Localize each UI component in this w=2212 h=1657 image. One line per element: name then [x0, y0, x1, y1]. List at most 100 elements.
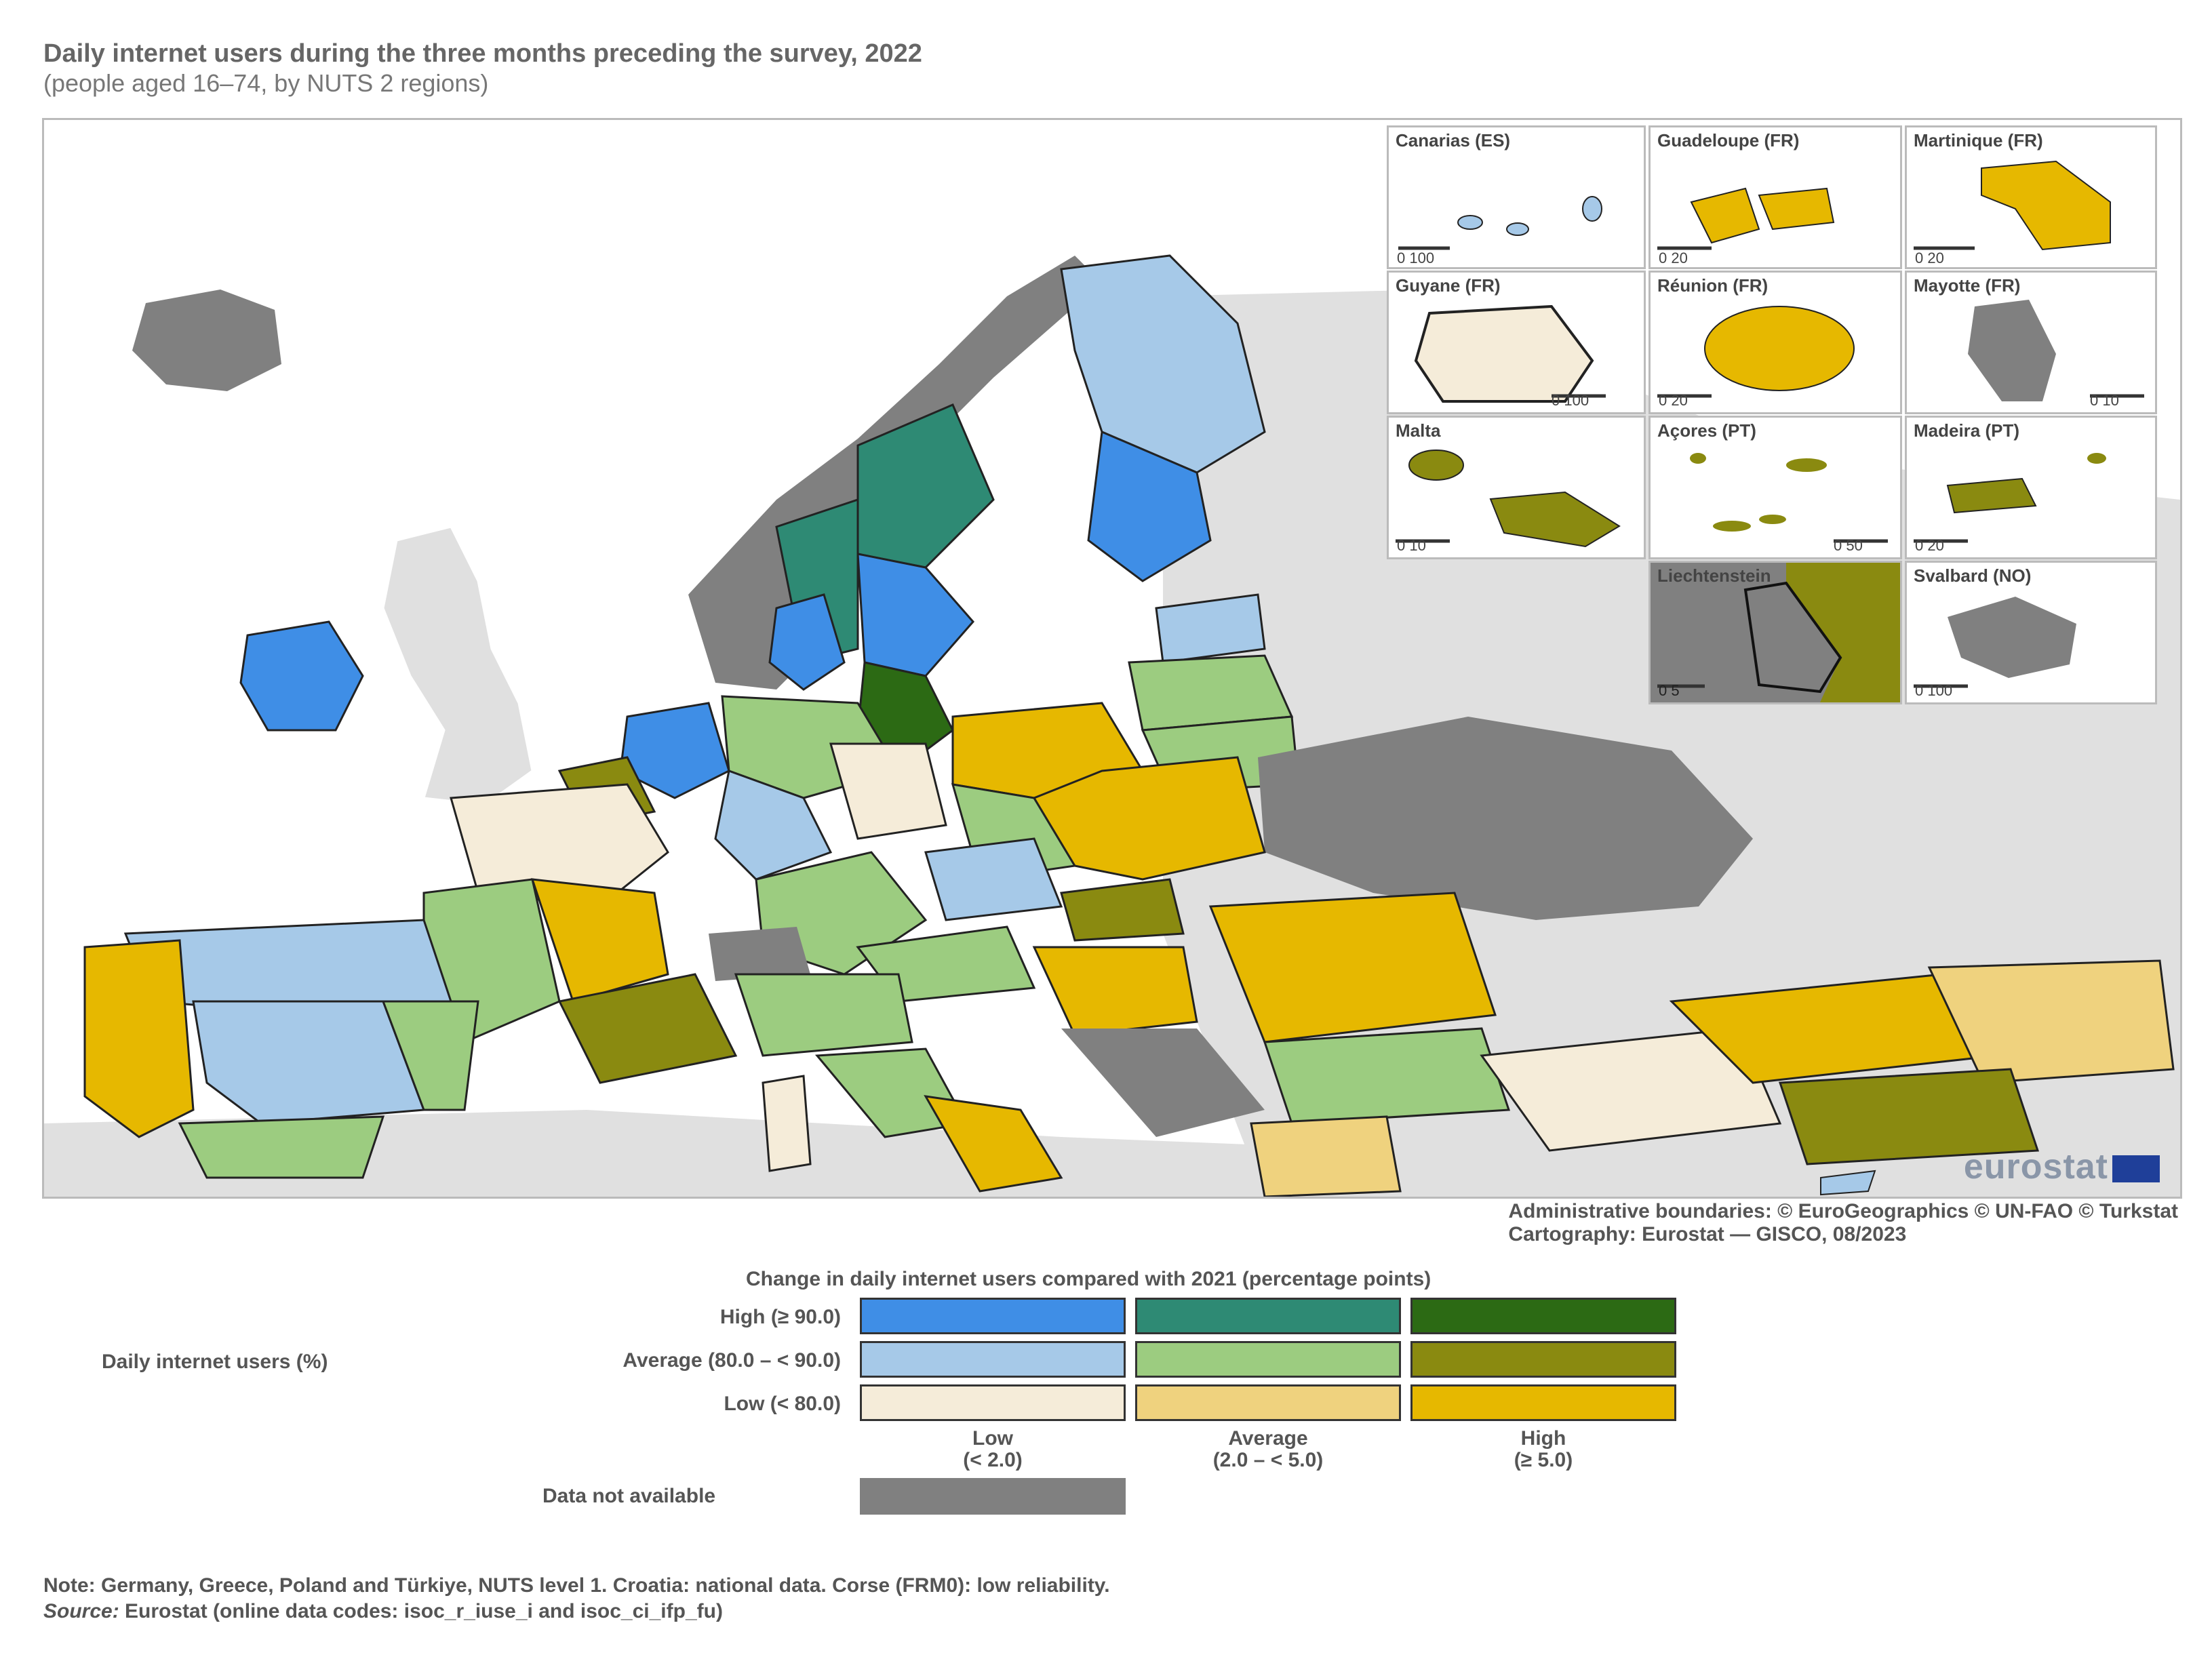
- sweden-central: [856, 553, 974, 677]
- legend-swatch-low-low: [860, 1384, 1126, 1421]
- inset-scale: 0 100: [1552, 392, 1589, 409]
- legend-column-high-range: (≥ 5.0): [1514, 1449, 1573, 1471]
- cyprus-region: [1820, 1170, 1876, 1196]
- inset-label: Guadeloupe (FR): [1657, 130, 1800, 151]
- legend-title: Change in daily internet users compared …: [746, 1268, 1431, 1290]
- iceland-region: [132, 290, 281, 391]
- legend-row-low: Low (< 80.0): [724, 1393, 841, 1415]
- legend-swatch-average-low: [860, 1341, 1126, 1378]
- map-credits: Administrative boundaries: © EuroGeograp…: [1508, 1200, 2178, 1246]
- inset-canarias: Canarias (ES) 0 100: [1387, 125, 1646, 269]
- inset-guadeloupe: Guadeloupe (FR) 0 20: [1648, 125, 1902, 269]
- inset-guyane: Guyane (FR) 0 100: [1387, 271, 1646, 414]
- inset-malta: Malta 0 10: [1387, 416, 1646, 559]
- map-source: Source: Eurostat (online data codes: iso…: [43, 1600, 723, 1623]
- inset-label: Guyane (FR): [1396, 275, 1501, 296]
- ireland-region: [239, 620, 364, 732]
- legend-swatch-low-average: [1135, 1384, 1401, 1421]
- source-text: Eurostat (online data codes: isoc_r_iuse…: [119, 1600, 723, 1622]
- estonia-region: [1155, 593, 1266, 664]
- inset-acores-graphic: [1690, 453, 1888, 543]
- inset-label: Svalbard (NO): [1914, 565, 2032, 586]
- finland-south: [1087, 430, 1212, 582]
- inset-scale: 0 20: [1659, 249, 1688, 266]
- legend-row-average: Average (80.0 – < 90.0): [623, 1349, 841, 1372]
- inset-label: Canarias (ES): [1396, 130, 1511, 151]
- map-note: Note: Germany, Greece, Poland and Türkiy…: [43, 1574, 1110, 1597]
- inset-svalbard: Svalbard (NO) 0 100: [1905, 561, 2157, 704]
- inset-scale: 0 20: [1659, 392, 1688, 409]
- land-background-africa: [44, 1110, 2180, 1197]
- germany-east: [829, 742, 947, 840]
- legend-swatch-low-high: [1410, 1384, 1676, 1421]
- inset-label: Martinique (FR): [1914, 130, 2043, 151]
- legend-column-average-name: Average: [1228, 1427, 1308, 1450]
- turkiye-south: [1778, 1068, 2040, 1165]
- legend-swatch-average-average: [1135, 1341, 1401, 1378]
- inset-guyane-graphic: [1414, 304, 1606, 403]
- italy-south: [924, 1095, 1063, 1193]
- legend-column-high-name: High: [1520, 1427, 1566, 1450]
- map-title: Daily internet users during the three mo…: [43, 39, 922, 68]
- inset-label: Madeira (PT): [1914, 420, 2020, 441]
- inset-svalbard-graphic: [1914, 597, 2076, 688]
- credits-boundaries: Administrative boundaries: © EuroGeograp…: [1508, 1200, 2178, 1222]
- inset-scale: 0 10: [1397, 537, 1426, 554]
- legend-column-low-name: Low: [972, 1427, 1013, 1450]
- romania-region: [1208, 892, 1497, 1043]
- greece-region: [1250, 1115, 1402, 1197]
- inset-scale: 0 5: [1659, 682, 1680, 699]
- spain-south: [178, 1115, 385, 1179]
- legend-swatch-high-average: [1135, 1298, 1401, 1334]
- legend-swatch-average-high: [1410, 1341, 1676, 1378]
- bulgaria-region: [1263, 1027, 1511, 1125]
- inset-guadeloupe-graphic: [1657, 187, 1835, 250]
- inset-label: Açores (PT): [1657, 420, 1756, 441]
- germany-central: [714, 769, 833, 881]
- legend-column-low: Low (< 2.0): [860, 1428, 1126, 1471]
- inset-martinique-graphic: [1914, 160, 2111, 251]
- inset-label: Liechtenstein: [1657, 565, 1771, 586]
- map-subtitle: (people aged 16–74, by NUTS 2 regions): [43, 69, 489, 97]
- legend-column-high: High (≥ 5.0): [1410, 1428, 1676, 1471]
- legend-row-high: High (≥ 90.0): [719, 1306, 841, 1328]
- legend-swatch-high-low: [860, 1298, 1126, 1334]
- spain-central: [192, 1000, 426, 1125]
- eurostat-logo: eurostat: [1964, 1146, 2160, 1187]
- inset-scale: 0 20: [1915, 537, 1944, 554]
- inset-scale: 0 100: [1397, 249, 1435, 266]
- inset-liechtenstein: Liechtenstein 0 5: [1648, 561, 1902, 704]
- inset-scale: 0 50: [1834, 537, 1863, 554]
- ukraine-region: [1258, 717, 1753, 920]
- legend-na-swatch: [860, 1478, 1126, 1515]
- legend-column-average: Average (2.0 – < 5.0): [1135, 1428, 1401, 1471]
- eu-flag-icon: [2112, 1155, 2160, 1183]
- finland-north: [1060, 254, 1266, 474]
- inset-scale: 0 20: [1915, 249, 1944, 266]
- main-map: Canarias (ES) 0 100 Guadeloupe (FR) 0 20…: [42, 118, 2182, 1199]
- france-central: [530, 878, 669, 1003]
- hungary-region: [1032, 946, 1198, 1037]
- inset-canarias-graphic: [1398, 196, 1602, 250]
- legend-column-average-range: (2.0 – < 5.0): [1212, 1449, 1324, 1471]
- turkiye-east: [1927, 959, 2175, 1084]
- inset-acores: Açores (PT) 0 50: [1648, 416, 1902, 559]
- inset-madeira-graphic: [1914, 453, 2106, 543]
- turkiye-west: [1480, 1027, 1782, 1152]
- inset-label: Mayotte (FR): [1914, 275, 2021, 296]
- czechia-region: [924, 837, 1063, 921]
- sardinia-region: [762, 1075, 812, 1172]
- inset-label: Malta: [1396, 420, 1441, 441]
- italy-north: [734, 973, 913, 1057]
- source-label: Source:: [43, 1600, 119, 1622]
- inset-malta-graphic: [1396, 450, 1621, 548]
- spain-east: [381, 1000, 479, 1111]
- inset-mayotte-graphic: [1968, 300, 2144, 401]
- inset-martinique: Martinique (FR) 0 20: [1905, 125, 2157, 269]
- slovakia-region: [1060, 878, 1185, 942]
- legend-na-label: Data not available: [542, 1485, 716, 1507]
- inset-madeira: Madeira (PT) 0 20: [1905, 416, 2157, 559]
- denmark-region: [768, 593, 846, 691]
- legend-row-axis-label: Daily internet users (%): [102, 1351, 328, 1373]
- inset-reunion-graphic: [1657, 306, 1855, 398]
